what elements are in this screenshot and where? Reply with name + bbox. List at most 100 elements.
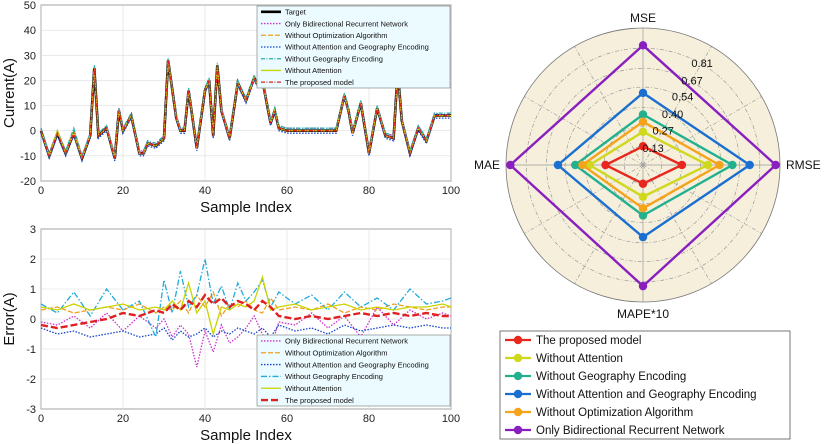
radar-spoke	[524, 96, 644, 166]
x-tick-label: 80	[363, 185, 375, 197]
legend-box	[256, 334, 451, 407]
error-x-axis-label: Sample Index	[200, 427, 292, 444]
radar-axis-label-mse: MSE	[630, 11, 656, 25]
radar-legend-label: Only Bidirectional Recurrent Network	[536, 425, 725, 437]
series-line-without-attention	[40, 274, 452, 337]
radar-legend-label: Without Attention	[536, 353, 623, 365]
legend-label: Without Geography Encoding	[285, 372, 383, 381]
radar-ring-label: 0.81	[691, 58, 712, 70]
y-tick-label: -2	[26, 374, 36, 386]
radar-ring-label: 0.13	[642, 143, 663, 155]
series-line-without-geography-encoding	[40, 258, 452, 340]
x-tick-label: 80	[363, 413, 375, 425]
radar-point	[677, 160, 687, 170]
y-tick-label: 3	[30, 224, 36, 236]
legend-label: The proposed model	[285, 396, 354, 405]
legend-label: Without Geography Encoding	[285, 54, 383, 63]
error-chart: 0 20 40 60 80 100 -3 -2 -1 0 1 2 3 Sample Index Erro…	[1, 224, 460, 444]
radar-point	[638, 110, 648, 119]
current-series-lines	[39, 57, 452, 163]
error-y-axis-label: Error(A)	[1, 292, 18, 345]
legend-box	[256, 5, 451, 89]
radar-point	[638, 88, 648, 98]
radar-legend-label: The proposed model	[536, 335, 641, 347]
radar-ring-label: 0.67	[681, 75, 702, 87]
error-tick-labels: 0 20 40 60 80 100 -3 -2 -1 0 1 2 3	[26, 224, 460, 425]
series-line-without-attention-and-geography-encoding	[40, 324, 451, 342]
y-tick-label: 10	[24, 101, 36, 113]
y-tick-label: 1	[30, 284, 36, 296]
radar-point	[578, 160, 587, 170]
x-tick-label: 40	[199, 185, 211, 197]
radar-point	[638, 41, 648, 50]
radar-point	[703, 160, 713, 170]
radar-spoke	[642, 46, 712, 166]
legend-label: Without Optimization Algorithm	[285, 348, 388, 357]
radar-point	[638, 179, 648, 188]
current-chart: 0 20 40 60 80 100 -20 -10 0 10 20 30 40 50 Sample Ind…	[1, 0, 460, 216]
radar-point	[745, 160, 754, 170]
current-tick-labels: 0 20 40 60 80 100 -20 -10 0 10 20 30 40 50	[20, 0, 460, 197]
x-tick-label: 60	[281, 185, 293, 197]
radar-point	[506, 160, 515, 170]
y-tick-label: 30	[24, 50, 36, 62]
radar-point	[638, 192, 648, 201]
legend-label: Without Attention	[285, 384, 342, 393]
y-tick-label: 50	[24, 0, 36, 12]
radar-point	[638, 281, 648, 291]
current-x-axis-label: Sample Index	[200, 199, 292, 216]
radar-legend-box	[499, 330, 791, 440]
radar-point	[585, 160, 594, 170]
radar-axis-labels: 0.13 0.27 0.40 0.54 0.67 0.81 MSE RMSE MAPE*10 MA…	[474, 11, 821, 321]
current-grid	[40, 4, 452, 182]
radar-spoke	[642, 96, 762, 166]
x-tick-label: 20	[117, 185, 129, 197]
radar-chart: 0.13 0.27 0.40 0.54 0.67 0.81 MSE RMSE MAPE*10 MA…	[474, 11, 821, 440]
legend-label: The proposed model	[285, 78, 354, 87]
radar-point	[715, 160, 724, 170]
legend-label: Without Attention and Geography Encoding	[285, 360, 429, 369]
series-line-only-bidirectional-recurrent-network	[40, 305, 452, 368]
error-series-lines	[40, 258, 452, 368]
legend-label: Without Attention and Geography Encoding	[285, 43, 429, 52]
radar-legend-marker	[513, 335, 523, 345]
radar-axis-label-rmse: RMSE	[786, 158, 821, 172]
radar-point	[771, 160, 780, 170]
radar-point	[571, 160, 580, 170]
radar-series-without-optimization-algorithm	[578, 117, 724, 213]
radar-point	[728, 160, 737, 170]
radar-spoke	[642, 164, 762, 234]
radar-legend: The proposed model Without Attention Witho…	[499, 330, 791, 440]
radar-point	[553, 160, 563, 170]
radar-series-without-geography-encoding	[571, 110, 737, 220]
error-legend: Only Bidirectional Recurrent Network With…	[256, 334, 451, 407]
radar-series-only-bidirectional-recurrent-network	[506, 41, 780, 291]
radar-series	[506, 41, 780, 291]
y-tick-label: 0	[30, 126, 36, 138]
radar-legend-marker	[513, 407, 523, 417]
radar-spoke	[574, 164, 644, 284]
radar-series-the-proposed-model	[601, 142, 687, 188]
legend-label: Only Bidirectional Recurrent Network	[285, 337, 408, 346]
radar-series-without-attention-and-geography-encoding	[553, 88, 754, 242]
series-line-the-proposed-model	[40, 293, 451, 330]
y-tick-label: 0	[30, 314, 36, 326]
radar-legend-marker	[513, 371, 523, 381]
y-tick-label: -10	[20, 151, 36, 163]
radar-point	[638, 142, 648, 151]
x-tick-label: 100	[442, 413, 460, 425]
radar-background	[505, 27, 781, 303]
y-tick-label: 2	[30, 254, 36, 266]
radar-ring-label: 0.27	[652, 125, 673, 137]
radar-ring-label: 0.54	[672, 92, 693, 104]
x-tick-label: 0	[38, 413, 44, 425]
radar-legend-label: Without Optimization Algorithm	[536, 407, 693, 419]
x-tick-label: 60	[281, 413, 293, 425]
x-tick-label: 40	[199, 413, 211, 425]
legend-label: Only Bidirectional Recurrent Network	[285, 19, 408, 28]
radar-axis-label-mape-10: MAPE*10	[617, 307, 669, 321]
y-tick-label: -20	[20, 176, 36, 188]
x-tick-label: 0	[38, 185, 44, 197]
radar-point	[638, 211, 648, 220]
